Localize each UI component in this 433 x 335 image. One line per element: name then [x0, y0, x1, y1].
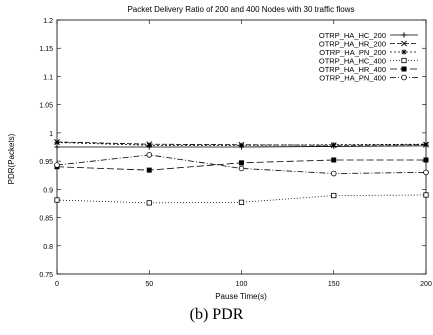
data-point	[331, 157, 337, 163]
y-tick-label: 1	[49, 131, 53, 138]
chart-title: Packet Delivery Ratio of 200 and 400 Nod…	[127, 5, 354, 14]
legend-marker	[401, 57, 407, 64]
pdr-chart: Packet Delivery Ratio of 200 and 400 Nod…	[7, 5, 432, 301]
data-point	[146, 200, 152, 206]
x-tick-label: 100	[236, 281, 248, 288]
y-tick-label: 0.9	[43, 187, 53, 194]
x-tick-label: 200	[420, 281, 432, 288]
y-tick-label: 0.85	[39, 216, 53, 223]
data-point	[238, 165, 245, 172]
data-point	[54, 139, 60, 146]
data-point	[238, 142, 245, 148]
data-point	[146, 152, 153, 158]
data-point	[146, 167, 152, 173]
x-tick-label: 50	[145, 281, 153, 288]
data-point	[239, 160, 245, 166]
data-point	[423, 169, 429, 176]
data-point	[423, 141, 429, 147]
y-tick-label: 1.2	[43, 18, 53, 25]
data-point	[423, 157, 429, 163]
data-point	[146, 142, 152, 148]
legend-label: OTRP_HA_HR_400	[319, 65, 386, 74]
y-tick-label: 1.1	[43, 74, 53, 81]
legend-marker	[401, 66, 407, 72]
figure-caption: (b) PDR	[189, 306, 244, 323]
x-tick-label: 0	[55, 281, 59, 288]
data-point	[330, 170, 337, 177]
y-tick-label: 1.15	[39, 46, 53, 53]
legend-marker	[401, 49, 407, 55]
series-line-otrp-ha-pn-400	[56, 154, 427, 174]
legend-marker	[401, 74, 407, 81]
legend-label: OTRP_HA_HC_200	[319, 31, 386, 40]
data-point	[331, 142, 337, 148]
data-point	[423, 192, 429, 198]
data-point	[331, 192, 337, 199]
data-point	[238, 199, 245, 205]
legend-marker	[401, 32, 407, 38]
data-point	[54, 162, 60, 168]
legend-label: OTRP_HA_HC_400	[319, 57, 386, 66]
y-tick-label: 1.05	[39, 103, 53, 110]
data-point	[54, 197, 60, 203]
data-point	[54, 144, 60, 150]
x-tick-label: 150	[328, 281, 340, 288]
legend-label: OTRP_HA_HR_200	[319, 40, 386, 49]
legend-marker	[401, 40, 407, 47]
y-tick-label: 0.75	[39, 272, 53, 279]
y-tick-label: 0.95	[39, 159, 53, 166]
y-tick-label: 0.8	[43, 244, 53, 251]
legend-label: OTRP_HA_PN_400	[319, 74, 386, 83]
y-axis-label: PDR(Packets)	[7, 133, 16, 184]
legend-label: OTRP_HA_PN_200	[319, 48, 386, 57]
plot-area: 0.75 0.8 0.85 0.9 0.95 1 1.05 1.1 1.15 1.2 0 50 100 1…	[39, 18, 432, 288]
x-axis-label: Pause Time(s)	[215, 292, 267, 301]
